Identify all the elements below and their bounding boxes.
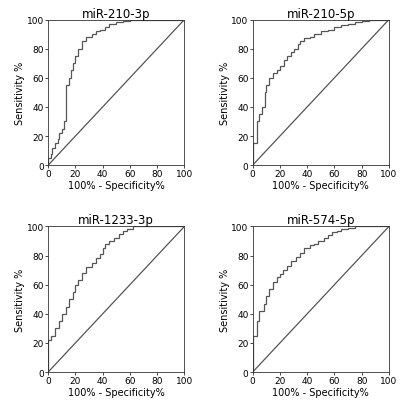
Y-axis label: Sensitivity %: Sensitivity % [220, 62, 230, 125]
Title: miR-574-5p: miR-574-5p [287, 214, 355, 227]
X-axis label: 100% - Specificity%: 100% - Specificity% [272, 180, 369, 190]
Y-axis label: Sensitivity %: Sensitivity % [220, 268, 230, 331]
Title: miR-1233-3p: miR-1233-3p [78, 214, 154, 227]
X-axis label: 100% - Specificity%: 100% - Specificity% [68, 387, 165, 397]
Title: miR-210-5p: miR-210-5p [287, 7, 355, 20]
X-axis label: 100% - Specificity%: 100% - Specificity% [68, 180, 165, 190]
Y-axis label: Sensitivity %: Sensitivity % [15, 62, 25, 125]
X-axis label: 100% - Specificity%: 100% - Specificity% [272, 387, 369, 397]
Title: miR-210-3p: miR-210-3p [82, 7, 150, 20]
Y-axis label: Sensitivity %: Sensitivity % [15, 268, 25, 331]
